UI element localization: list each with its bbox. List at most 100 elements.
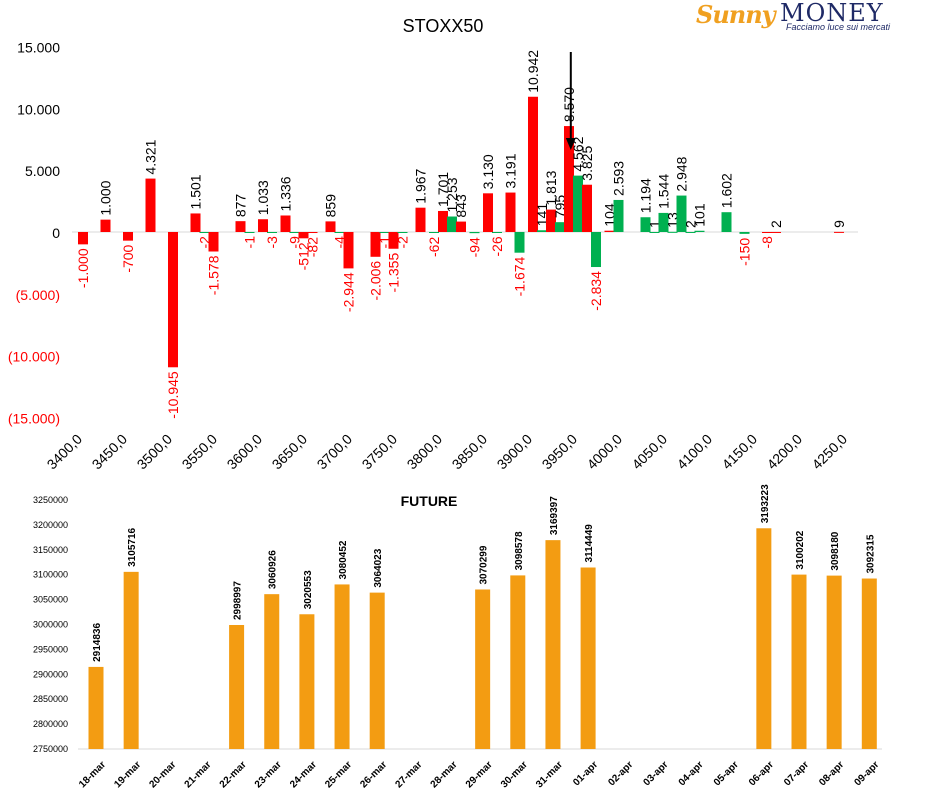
- data-label: 4.562: [570, 136, 586, 171]
- y-tick-label: 2800000: [33, 719, 68, 729]
- bar: [528, 96, 538, 232]
- bar: [555, 222, 565, 232]
- x-tick-label: 06-apr: [747, 759, 776, 788]
- data-label: 3169397: [549, 496, 560, 535]
- y-tick-label: 3200000: [33, 520, 68, 530]
- data-label: 3.191: [503, 153, 519, 188]
- bar: [505, 192, 516, 232]
- arrow-head: [565, 138, 576, 150]
- data-label: -9: [287, 236, 303, 249]
- chart-title: STOXX50: [403, 16, 484, 36]
- data-label: -94: [467, 237, 483, 257]
- data-label: -82: [305, 237, 321, 257]
- x-tick-label: 08-apr: [817, 759, 846, 788]
- bar: [475, 589, 491, 749]
- bar: [658, 212, 669, 232]
- data-label: 10.942: [525, 50, 541, 93]
- data-label: -2: [395, 236, 411, 249]
- bar: [343, 232, 354, 269]
- data-label: 3064023: [373, 548, 384, 587]
- data-label: 9: [831, 220, 847, 228]
- data-label: 859: [323, 194, 339, 218]
- bar: [334, 584, 350, 749]
- bar: [264, 594, 280, 749]
- y-tick-label: 5.000: [25, 163, 60, 179]
- y-tick-label: 2750000: [33, 744, 68, 754]
- data-label: -150: [737, 238, 753, 266]
- x-tick-label: 24-mar: [288, 759, 319, 790]
- data-label: 2914836: [92, 623, 103, 662]
- x-tick-label: 20-mar: [147, 759, 178, 790]
- bar: [546, 209, 556, 232]
- data-label: -1.000: [75, 248, 91, 288]
- bar: [397, 232, 408, 233]
- y-tick-label: 3100000: [33, 570, 68, 580]
- bar: [199, 232, 210, 233]
- bar: [123, 571, 139, 749]
- data-label: 3098578: [514, 531, 525, 570]
- bar: [370, 232, 381, 257]
- y-tick-label: 0: [52, 225, 60, 241]
- bar: [235, 221, 246, 232]
- bar: [510, 575, 526, 749]
- data-label: -700: [120, 244, 136, 272]
- bar: [791, 574, 807, 749]
- bar: [190, 213, 201, 232]
- data-label: 2.948: [674, 156, 690, 191]
- bar: [267, 232, 277, 233]
- data-label: 3193223: [760, 484, 771, 523]
- bar: [415, 207, 426, 232]
- data-label: 101: [692, 203, 708, 227]
- x-tick-label: 25-mar: [323, 759, 354, 790]
- bar: [258, 219, 268, 232]
- data-label: 1.194: [638, 178, 654, 213]
- data-label: 843: [453, 194, 469, 218]
- data-label: -1.355: [386, 253, 402, 293]
- bar: [582, 184, 592, 232]
- y-tick-label: 15.000: [17, 40, 60, 56]
- bar: [456, 221, 466, 232]
- data-label: -1: [242, 236, 258, 249]
- bar: [88, 666, 104, 749]
- bar: [537, 230, 547, 232]
- data-label: 2.593: [611, 161, 627, 196]
- chart-title: FUTURE: [401, 493, 458, 509]
- data-label: 4.321: [143, 139, 159, 174]
- x-tick-label: 28-mar: [429, 759, 460, 790]
- bar: [379, 232, 390, 233]
- data-label: 2998997: [233, 581, 244, 620]
- x-tick-label: 05-apr: [712, 759, 741, 788]
- data-label: 3060926: [268, 550, 279, 589]
- y-tick-label: (10.000): [8, 349, 60, 365]
- x-tick-label: 19-mar: [112, 759, 143, 790]
- bar: [469, 232, 480, 234]
- y-tick-label: 2850000: [33, 694, 68, 704]
- x-tick-label: 30-mar: [499, 759, 530, 790]
- bar: [604, 230, 615, 232]
- logo-tagline: Facciamo luce sui mercati: [786, 22, 891, 32]
- data-label: -26: [489, 236, 505, 256]
- bar: [145, 178, 156, 232]
- data-label: 1.967: [413, 168, 429, 203]
- data-label: -512: [296, 242, 312, 270]
- y-tick-label: 3150000: [33, 545, 68, 555]
- data-label: 3098180: [830, 531, 841, 570]
- logo-name: MONEY: [780, 0, 884, 27]
- x-tick-label: 07-apr: [782, 759, 811, 788]
- data-label: 1.602: [719, 173, 735, 208]
- data-label: 1.813: [543, 170, 559, 205]
- data-label: 3105716: [127, 527, 138, 566]
- y-tick-label: 3000000: [33, 620, 68, 630]
- data-label: 3114449: [584, 524, 595, 563]
- bar: [280, 215, 291, 232]
- data-label: 1.501: [188, 174, 204, 209]
- data-label: 1.033: [255, 180, 271, 215]
- bar: [545, 540, 561, 749]
- bar: [826, 575, 842, 749]
- y-tick-label: 3250000: [33, 495, 68, 505]
- bar: [447, 216, 457, 232]
- bar: [307, 232, 318, 234]
- data-label: -2.834: [588, 271, 604, 311]
- data-label: 3.130: [480, 154, 496, 189]
- bar: [667, 231, 678, 233]
